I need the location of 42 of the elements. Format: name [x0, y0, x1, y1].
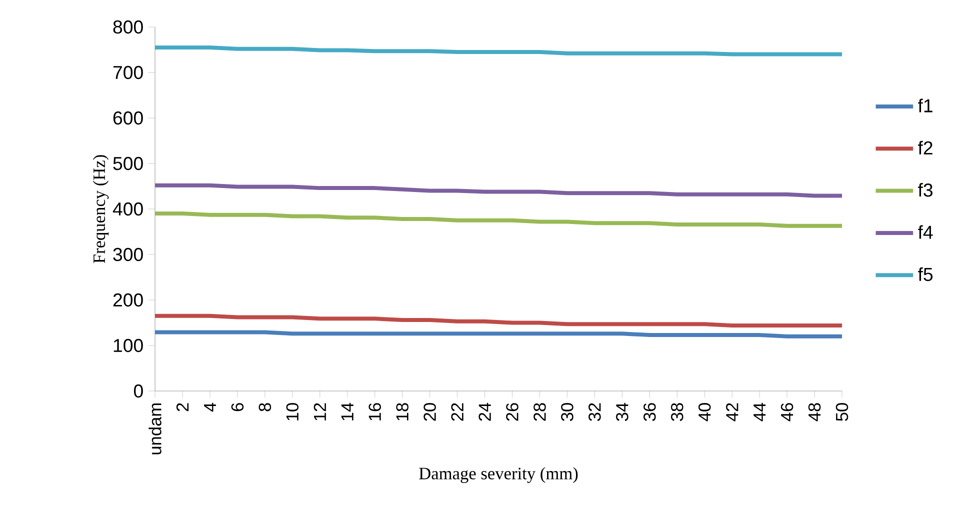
x-tick-label: 40	[698, 403, 711, 422]
y-tick-label: 400	[112, 202, 143, 216]
x-axis-title: Damage severity (mm)	[419, 467, 578, 483]
x-tick-label: 16	[368, 403, 381, 420]
y-tick-label: 0	[134, 384, 143, 398]
x-tick-label: 8	[258, 403, 272, 412]
legend-label: f4	[918, 225, 933, 239]
x-tick-label: 4	[204, 402, 216, 412]
x-tick-label: 2	[176, 403, 189, 412]
x-tick-label: 28	[534, 403, 546, 421]
x-tick-label: 32	[588, 403, 601, 421]
y-tick-label: 600	[113, 111, 143, 125]
x-tick-label: 18	[396, 403, 408, 420]
y-axis-title: Frequency (Hz)	[92, 155, 109, 264]
x-tick-label: 12	[314, 403, 326, 420]
x-tick-label: 50	[836, 403, 848, 421]
y-tick-label: 300	[113, 248, 143, 262]
legend-label: f2	[918, 140, 932, 154]
legend-label: f5	[918, 267, 933, 282]
x-tick-label: 36	[644, 403, 656, 421]
x-tick-label: 48	[808, 403, 821, 422]
x-tick-label: 22	[451, 403, 464, 421]
x-tick-label: 24	[478, 402, 491, 421]
x-tick-label: 26	[506, 403, 518, 421]
x-tick-label: 14	[341, 402, 354, 420]
x-tick-label: 20	[424, 403, 436, 421]
x-tick-label: 34	[616, 402, 628, 421]
y-tick-label: 700	[113, 66, 143, 80]
x-tick-label: 38	[670, 403, 684, 421]
x-tick-label: 10	[286, 403, 299, 420]
legend-label: f1	[918, 98, 932, 112]
y-tick-label: 800	[113, 20, 143, 34]
x-tick-label: 42	[726, 403, 738, 422]
x-tick-label: 6	[231, 403, 244, 412]
y-tick-label: 500	[113, 156, 143, 170]
y-tick-label: 200	[113, 293, 143, 307]
legend-label: f3	[918, 183, 932, 197]
x-tick-label: 44	[754, 402, 766, 422]
y-tick-label: 100	[114, 338, 143, 352]
x-tick-label: undam	[148, 404, 162, 454]
x-tick-label: 46	[780, 403, 794, 422]
x-tick-label: 30	[561, 403, 574, 421]
